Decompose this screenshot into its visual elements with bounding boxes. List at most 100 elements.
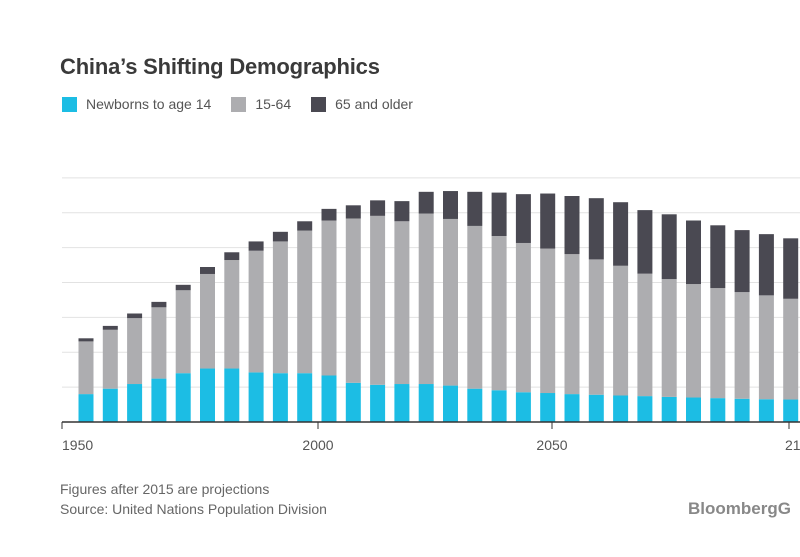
bar-segment-elderly-1985 (248, 241, 264, 251)
bar-segment-elderly-1975 (200, 267, 215, 274)
bar-segment-newborns-1995 (297, 373, 313, 422)
bar-segment-elderly-1950 (78, 338, 94, 342)
bar-segment-newborns-1955 (102, 388, 118, 422)
legend-item-newborns: Newborns to age 14 (62, 96, 211, 112)
bar-segment-newborns-2005 (345, 382, 361, 422)
bar-segment-elderly-2060 (613, 202, 629, 266)
legend-swatch-newborns (62, 96, 77, 112)
bar-segment-working-age-2050 (564, 254, 580, 395)
bar-segment-newborns-2035 (491, 390, 507, 422)
bar-segment-working-age-1950 (78, 341, 94, 395)
bar-segment-elderly-1960 (127, 313, 143, 319)
bar-segment-elderly-2035 (491, 192, 507, 236)
bar-segment-elderly-2075 (686, 220, 701, 285)
bar-segment-newborns-2070 (661, 396, 677, 422)
bar-segment-working-age-2095 (783, 298, 799, 400)
bar-segment-newborns-2080 (710, 398, 726, 422)
bar-segment-newborns-2000 (321, 375, 337, 422)
x-tick-label: 21 (785, 437, 800, 453)
bar-segment-working-age-2090 (758, 295, 774, 400)
bar-segment-newborns-1975 (200, 368, 215, 422)
bar-segment-elderly-1970 (175, 284, 191, 291)
bar-segment-elderly-2005 (345, 205, 361, 219)
bar-segment-working-age-2080 (710, 288, 726, 399)
legend-label-working-age: 15-64 (255, 96, 292, 112)
bar-segment-newborns-2050 (564, 394, 580, 422)
bar-segment-newborns-2090 (758, 399, 774, 422)
bar-segment-newborns-1980 (224, 368, 240, 422)
x-tick-label: 2000 (302, 437, 333, 453)
bar-segment-elderly-2000 (321, 208, 337, 221)
bar-segment-newborns-1960 (127, 384, 143, 422)
bar-segment-elderly-1995 (297, 221, 313, 231)
bar-segment-elderly-2040 (515, 194, 531, 243)
chart-title: China’s Shifting Demographics (60, 54, 380, 79)
x-tick-label: 2050 (536, 437, 567, 453)
bar-segment-newborns-2020 (418, 384, 434, 422)
bar-segment-elderly-2030 (467, 191, 483, 226)
bar-segment-elderly-1965 (151, 301, 167, 308)
bar-segment-working-age-2030 (467, 225, 483, 389)
bar-segment-elderly-1955 (102, 325, 118, 330)
bar-segment-newborns-1970 (175, 373, 191, 422)
bar-segment-elderly-2090 (758, 234, 774, 296)
bar-segment-working-age-2040 (515, 242, 531, 393)
bar-segment-newborns-2030 (467, 388, 483, 422)
bar-segment-working-age-1980 (224, 260, 240, 369)
chart-plot: 1950 2000 2050 21 (61, 177, 800, 453)
bar-segment-elderly-2080 (710, 225, 726, 289)
bar-segment-elderly-2010 (370, 200, 386, 216)
x-axis: 1950 2000 2050 21 (61, 421, 800, 453)
bar-segment-working-age-2055 (588, 259, 604, 395)
legend-swatch-working-age (231, 96, 247, 112)
bar-segment-newborns-2095 (783, 399, 799, 422)
bar-segment-working-age-1960 (127, 318, 143, 385)
bar-segment-newborns-2045 (540, 393, 556, 422)
x-tick-label: 1950 (62, 437, 93, 453)
bar-segment-elderly-2095 (783, 238, 799, 299)
bar-segment-newborns-2015 (394, 384, 410, 422)
bar-segment-elderly-2065 (637, 210, 653, 274)
bar-segment-elderly-2045 (540, 193, 556, 249)
legend-item-working-age: 15-64 (231, 96, 291, 112)
legend-swatch-elderly (311, 96, 327, 112)
bar-segment-working-age-1995 (297, 230, 313, 374)
bar-segment-elderly-1990 (272, 231, 288, 242)
bar-segment-working-age-2020 (418, 213, 434, 385)
bar-segment-working-age-2075 (686, 284, 701, 398)
bar-segment-working-age-2070 (661, 279, 677, 397)
bar-segment-working-age-1970 (175, 290, 191, 374)
bar-segment-elderly-2015 (394, 201, 410, 222)
bar-segment-elderly-2050 (564, 196, 580, 255)
bar-segment-elderly-2085 (734, 230, 750, 293)
bar-segment-working-age-1990 (272, 241, 288, 374)
bar-segment-newborns-2065 (637, 396, 653, 422)
bar-segment-elderly-2070 (661, 214, 677, 280)
bar-segment-newborns-2040 (515, 392, 531, 422)
chart-legend: Newborns to age 14 15-64 65 and older (62, 96, 433, 112)
source-note: Source: United Nations Population Divisi… (60, 501, 327, 517)
legend-item-elderly: 65 and older (311, 96, 413, 112)
bar-segment-newborns-2010 (370, 384, 386, 422)
bar-segment-newborns-1965 (151, 378, 167, 422)
bar-segment-working-age-2005 (345, 218, 361, 383)
bar-segment-newborns-1990 (272, 373, 288, 422)
bar-segment-working-age-2000 (321, 220, 337, 376)
bar-segment-working-age-2025 (443, 218, 458, 386)
bar-segment-newborns-2060 (613, 395, 629, 422)
bar-segment-working-age-2010 (370, 215, 386, 385)
bar-segment-working-age-1965 (151, 307, 167, 379)
bar-segment-working-age-1975 (200, 273, 215, 369)
bar-segment-working-age-2060 (613, 265, 629, 396)
bloomberg-logo: BloombergG (688, 499, 791, 518)
bar-segment-elderly-2020 (418, 191, 434, 214)
bar-segment-working-age-2015 (394, 221, 410, 385)
bar-segment-newborns-2085 (734, 398, 750, 422)
bar-segment-working-age-1985 (248, 250, 264, 373)
legend-label-newborns: Newborns to age 14 (86, 96, 212, 112)
bar-segment-elderly-2055 (588, 198, 604, 260)
bar-segment-newborns-2055 (588, 394, 604, 422)
bar-segment-working-age-2035 (491, 236, 507, 391)
bar-segment-working-age-2065 (637, 273, 653, 397)
bar-segment-elderly-2025 (443, 191, 458, 219)
